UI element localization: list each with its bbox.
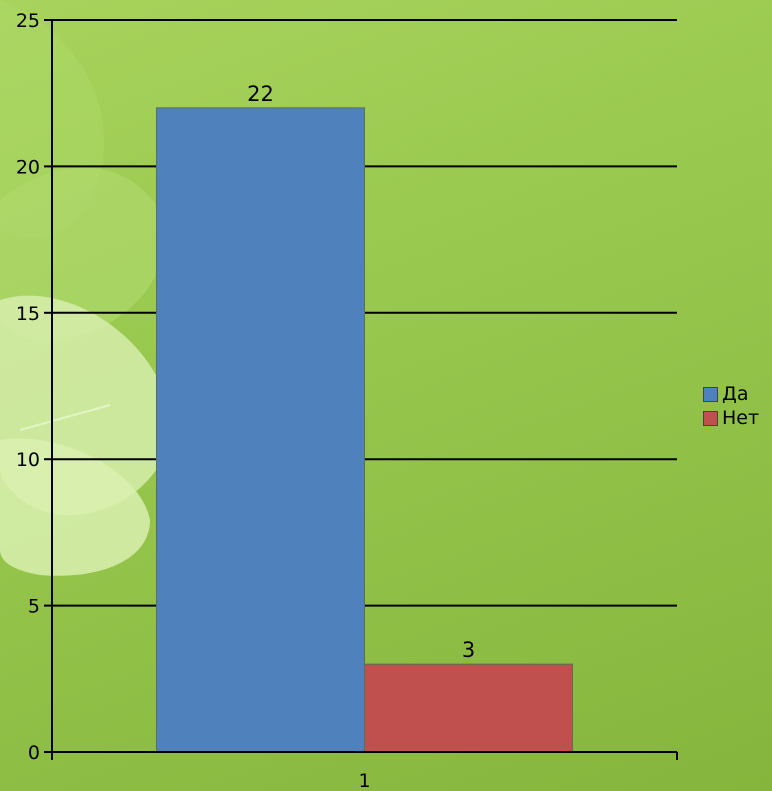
legend: Да Нет: [703, 382, 759, 430]
bars: [156, 107, 573, 753]
y-tick-label: 0: [28, 742, 40, 764]
legend-item-da: Да: [703, 382, 759, 406]
data-label: 22: [247, 82, 274, 106]
legend-label-net: Нет: [722, 407, 760, 429]
legend-item-net: Нет: [703, 406, 759, 430]
legend-swatch-net: [703, 410, 718, 426]
y-tick-label: 15: [16, 303, 40, 325]
legend-label-da: Да: [722, 383, 749, 405]
y-tick-label: 25: [16, 10, 40, 32]
legend-swatch-da: [703, 386, 718, 402]
y-tick-label: 10: [16, 449, 40, 471]
bar-da: [156, 107, 365, 753]
data-label: 3: [462, 638, 475, 662]
axes: [44, 19, 678, 760]
bar-net: [364, 663, 573, 753]
y-tick-label: 5: [28, 596, 40, 618]
labels: 0 5 10 15 20 25 22 3 1: [16, 10, 475, 791]
y-tick-label: 20: [16, 156, 40, 178]
x-tick-label: 1: [358, 770, 370, 791]
